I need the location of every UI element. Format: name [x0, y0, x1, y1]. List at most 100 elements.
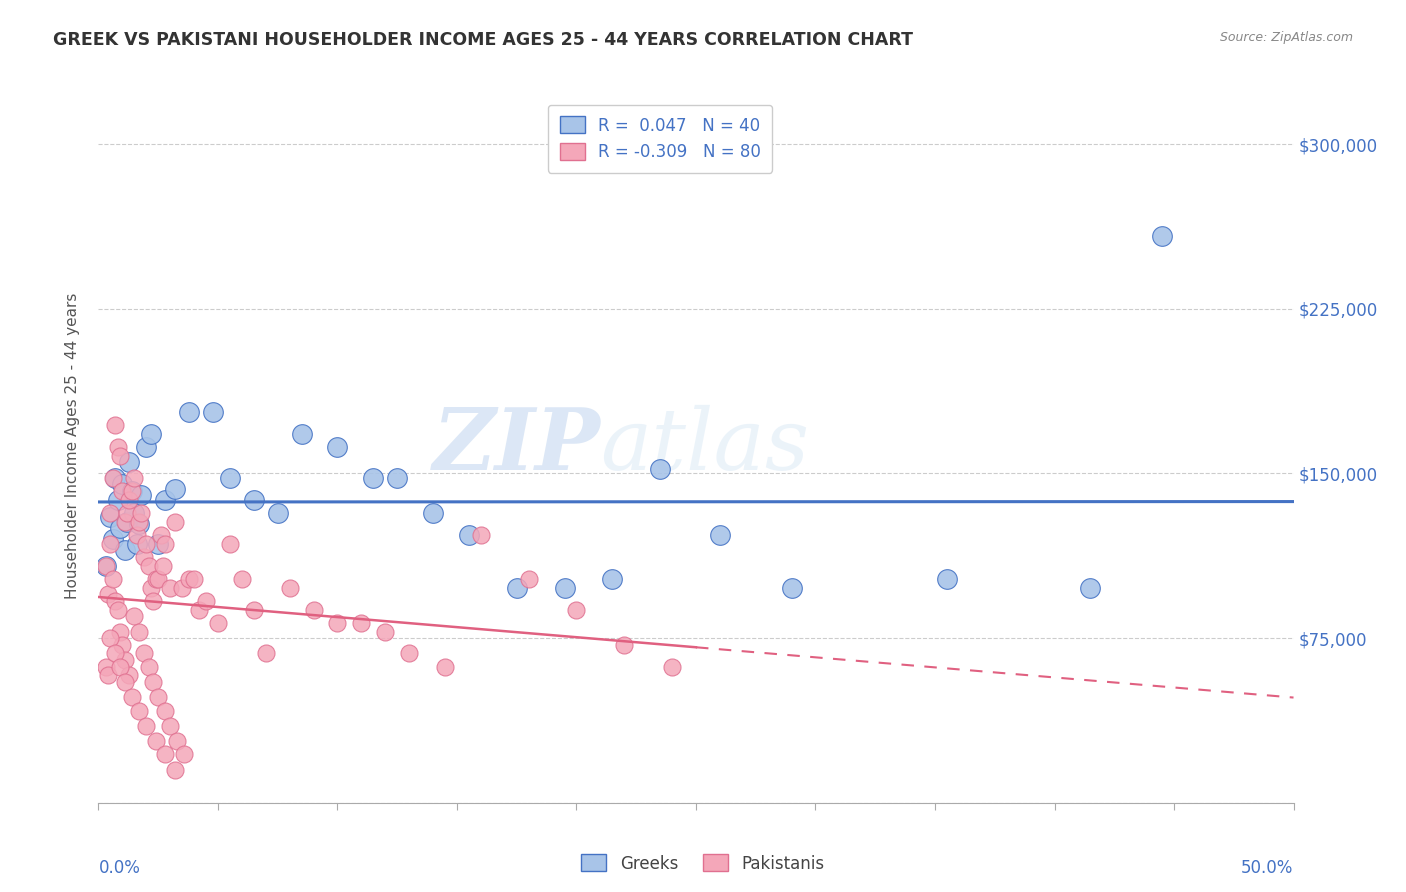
Point: [139, 426, 162, 441]
Point: [101, 572, 124, 586]
Point: [155, 747, 177, 762]
Point: [1152, 229, 1174, 244]
Point: [278, 581, 301, 595]
Point: [363, 471, 385, 485]
Point: [107, 492, 129, 507]
Point: [135, 440, 157, 454]
Point: [385, 471, 409, 485]
Point: [138, 659, 160, 673]
Point: [114, 675, 136, 690]
Point: [155, 704, 177, 718]
Point: [108, 659, 131, 673]
Point: [219, 471, 242, 485]
Point: [148, 537, 170, 551]
Point: [202, 405, 225, 419]
Point: [709, 528, 731, 542]
Point: [179, 405, 201, 419]
Point: [104, 647, 127, 661]
Point: [111, 638, 134, 652]
Point: [661, 659, 683, 673]
Point: [142, 675, 165, 690]
Text: Source: ZipAtlas.com: Source: ZipAtlas.com: [1219, 31, 1353, 45]
Point: [554, 581, 576, 595]
Point: [267, 506, 290, 520]
Point: [94, 558, 117, 573]
Point: [131, 488, 153, 502]
Point: [118, 492, 141, 507]
Point: [135, 719, 157, 733]
Point: [163, 763, 186, 777]
Point: [326, 440, 349, 454]
Point: [98, 510, 122, 524]
Point: [374, 624, 396, 639]
Point: [115, 515, 138, 529]
Point: [125, 537, 148, 551]
Point: [118, 668, 141, 682]
Point: [350, 615, 373, 630]
Point: [517, 572, 540, 586]
Point: [98, 537, 122, 551]
Point: [104, 471, 127, 485]
Point: [111, 483, 134, 498]
Point: [121, 483, 143, 498]
Point: [128, 515, 150, 529]
Point: [172, 581, 194, 595]
Point: [98, 631, 122, 645]
Point: [1080, 581, 1102, 595]
Point: [121, 483, 143, 498]
Point: [139, 581, 162, 595]
Point: [936, 572, 959, 586]
Legend: R =  0.047   N = 40, R = -0.309   N = 80: R = 0.047 N = 40, R = -0.309 N = 80: [548, 104, 772, 173]
Point: [108, 624, 131, 639]
Point: [98, 506, 122, 520]
Point: [254, 647, 277, 661]
Point: [145, 734, 167, 748]
Point: [145, 572, 167, 586]
Point: [434, 659, 457, 673]
Point: [97, 587, 120, 601]
Point: [118, 455, 141, 469]
Point: [121, 690, 143, 705]
Point: [108, 449, 131, 463]
Point: [114, 543, 136, 558]
Point: [132, 647, 155, 661]
Point: [163, 515, 186, 529]
Point: [115, 506, 138, 520]
Point: [142, 594, 165, 608]
Point: [243, 492, 266, 507]
Point: [470, 528, 492, 542]
Point: [104, 594, 127, 608]
Point: [155, 537, 177, 551]
Point: [173, 747, 195, 762]
Point: [101, 533, 124, 547]
Point: [422, 506, 444, 520]
Point: [114, 653, 136, 667]
Point: [131, 506, 153, 520]
Point: [219, 537, 242, 551]
Point: [291, 426, 314, 441]
Text: 50.0%: 50.0%: [1241, 859, 1294, 877]
Point: [183, 572, 205, 586]
Point: [148, 572, 170, 586]
Point: [152, 558, 174, 573]
Point: [187, 602, 209, 616]
Point: [602, 572, 624, 586]
Point: [97, 668, 120, 682]
Text: ZIP: ZIP: [433, 404, 600, 488]
Y-axis label: Householder Income Ages 25 - 44 years: Householder Income Ages 25 - 44 years: [65, 293, 80, 599]
Point: [302, 602, 325, 616]
Point: [104, 418, 127, 433]
Point: [398, 647, 420, 661]
Legend: Greeks, Pakistanis: Greeks, Pakistanis: [575, 847, 831, 880]
Point: [132, 549, 155, 564]
Point: [124, 506, 146, 520]
Point: [124, 471, 146, 485]
Point: [207, 615, 229, 630]
Point: [128, 516, 150, 531]
Point: [111, 477, 134, 491]
Point: [166, 734, 188, 748]
Point: [648, 462, 672, 476]
Point: [458, 528, 481, 542]
Point: [155, 492, 177, 507]
Point: [195, 594, 218, 608]
